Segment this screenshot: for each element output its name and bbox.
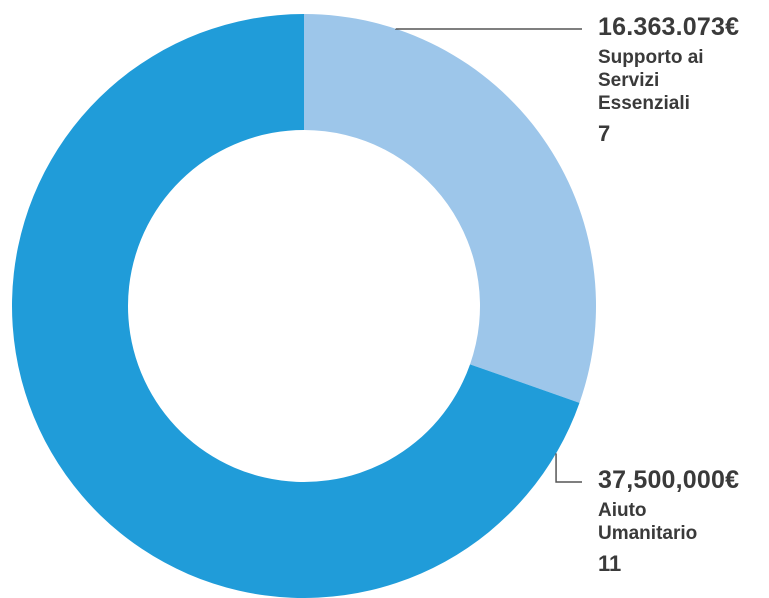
donut-slice-1 — [12, 14, 580, 598]
leader-line-1 — [555, 453, 582, 483]
slice-value-label: 37,500,000€ — [598, 466, 740, 494]
slice-count-label: 11 — [598, 551, 622, 576]
leader-lines — [395, 28, 582, 483]
donut-slice-0 — [304, 14, 597, 403]
slice-value-label: 16.363.073€ — [598, 13, 740, 41]
donut-slices — [12, 14, 597, 598]
slice-category-label: Supporto ai Servizi Essenziali — [598, 47, 704, 114]
slice-category-label: Aiuto Umanitario — [598, 500, 698, 544]
slice-count-label: 7 — [598, 121, 611, 146]
slice-label-aiuto: 37,500,000€ Aiuto Umanitario 11 — [598, 465, 768, 577]
slice-label-supporto: 16.363.073€ Supporto ai Servizi Essenzia… — [598, 12, 768, 147]
